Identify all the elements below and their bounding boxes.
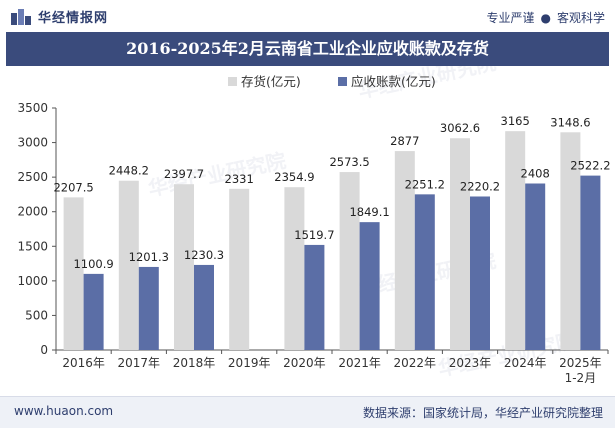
legend-label: 应收账款(亿元) [351,74,436,89]
x-tick-label: 2016年 [62,356,105,370]
y-tick-label: 3500 [17,101,48,115]
bar-inventory [339,172,360,350]
legend: 存货(亿元) 应收账款(亿元) [228,74,436,89]
bar-receivables [194,264,214,350]
bar-inventory [174,184,194,350]
x-tick-label: 2023年 [449,356,492,370]
title-bar: 2016-2025年2月云南省工业企业应收账款及存货 [6,32,609,66]
bar-receivables [470,196,490,350]
legend-swatch [228,77,237,86]
y-tick-label: 2500 [17,170,48,184]
x-tick-label: 2022年 [394,356,437,370]
data-label-inventory: 2207.5 [53,180,93,194]
data-label-inventory: 2397.7 [164,167,204,181]
brand-logo-icon [11,8,31,25]
x-tick-label: 2025年 [559,356,602,370]
data-label-receivables: 1230.3 [184,248,224,262]
brand-name: 华经情报网 [38,11,109,26]
axes: 0 500 1000 1500 2000 2500 3000 3500 2016年 2017年 20… [17,101,609,385]
footer-website[interactable]: www.huaon.com [14,404,114,418]
x-tick-label: 1-2月 [565,371,597,385]
y-tick-label: 3000 [17,136,48,150]
data-label-inventory: 2448.2 [109,164,149,178]
x-tick-label: 2020年 [283,356,326,370]
bar-inventory [118,180,139,350]
x-tick-label: 2017年 [118,356,161,370]
tag-professional: 专业严谨 [486,11,535,25]
x-tick-label: 2021年 [338,356,381,370]
bar-inventory [560,132,581,350]
data-label-inventory: 2877 [390,134,419,148]
bar-inventory [284,187,305,350]
data-label-receivables: 1100.9 [73,257,113,271]
data-label-receivables: 2408 [521,167,550,181]
tag-separator: ● [540,11,551,25]
brand[interactable]: 华经情报网 [10,7,108,26]
data-label-receivables: 1519.7 [294,228,334,242]
tag-objective: 客观科学 [556,11,605,25]
bar-inventory [229,188,250,350]
bar-receivables [304,244,325,350]
x-tick-label: 2018年 [173,356,216,370]
x-tick-label: 2019年 [228,356,271,370]
data-label-inventory: 2573.5 [329,155,369,169]
y-tick-label: 2000 [17,205,48,219]
data-label-receivables: 2220.2 [460,179,500,193]
data-label-receivables: 2522.2 [570,159,610,173]
bar-receivables [525,183,546,350]
bar-inventory [394,151,415,350]
y-tick-label: 0 [40,343,48,357]
data-label-receivables: 1849.1 [349,205,389,219]
value-labels: 2207.5 1100.9 2448.2 1201.3 2397.7 1230.3 2331… [53,114,610,271]
chart-area: 华经产业研究院华经产业研究院华经产业研究院华经产业研究院 存货(亿元)应收账款(… [0,50,615,396]
y-tick-label: 500 [25,308,48,322]
bar-inventory [505,131,526,350]
data-label-receivables: 2251.2 [405,177,445,191]
x-tick-label: 2024年 [504,356,547,370]
bar-receivables [138,266,159,350]
data-label-inventory: 2331 [225,172,254,186]
bars [63,131,601,350]
bar-inventory [450,138,470,350]
data-label-inventory: 3062.6 [440,121,480,135]
data-label-inventory: 2354.9 [274,170,314,184]
data-label-inventory: 3148.6 [550,115,590,129]
data-label-inventory: 3165 [501,114,530,128]
chart-title: 2016-2025年2月云南省工业企业应收账款及存货 [126,39,489,58]
footer-source: 数据来源：国家统计局，华经产业研究院整理 [362,406,603,420]
bar-inventory [63,197,84,350]
top-bar: 华经情报网 专业严谨 ● 客观科学 [0,0,615,32]
legend-swatch [338,77,347,86]
bar-receivables [414,194,435,350]
bar-receivables [580,175,601,350]
bar-receivables [83,273,104,350]
footer: www.huaon.com 数据来源：国家统计局，华经产业研究院整理 [0,396,615,428]
header-tags: 专业严谨 ● 客观科学 [486,9,605,26]
y-tick-label: 1000 [17,274,48,288]
bar-chart: 华经产业研究院华经产业研究院华经产业研究院华经产业研究院 存货(亿元)应收账款(… [17,50,610,385]
legend-label: 存货(亿元) [241,74,301,89]
bar-receivables [359,222,380,350]
data-label-receivables: 1201.3 [129,250,169,264]
y-tick-label: 1500 [17,239,48,253]
